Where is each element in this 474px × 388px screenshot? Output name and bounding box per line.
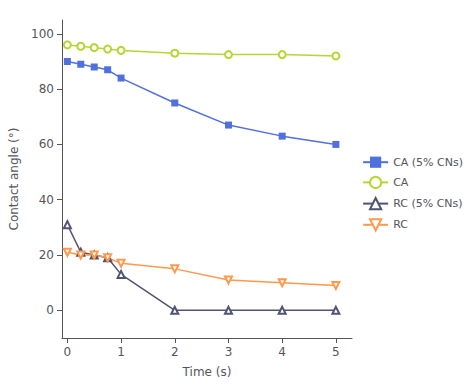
svg-text:RC (5% CNs): RC (5% CNs) (393, 197, 462, 210)
svg-text:1: 1 (117, 345, 125, 359)
svg-text:4: 4 (278, 345, 286, 359)
svg-text:CA: CA (393, 176, 409, 189)
svg-text:0: 0 (64, 345, 72, 359)
svg-text:40: 40 (39, 193, 54, 207)
svg-text:CA (5% CNs): CA (5% CNs) (393, 156, 463, 169)
svg-text:100: 100 (31, 27, 54, 41)
svg-text:0: 0 (46, 303, 54, 317)
svg-text:Time (s): Time (s) (182, 365, 232, 379)
svg-text:Contact angle (°): Contact angle (°) (7, 128, 21, 231)
svg-text:3: 3 (225, 345, 233, 359)
svg-text:RC: RC (393, 218, 408, 231)
svg-text:5: 5 (332, 345, 340, 359)
svg-text:2: 2 (171, 345, 179, 359)
svg-text:80: 80 (39, 82, 54, 96)
svg-text:60: 60 (39, 137, 54, 151)
svg-text:20: 20 (39, 248, 54, 262)
